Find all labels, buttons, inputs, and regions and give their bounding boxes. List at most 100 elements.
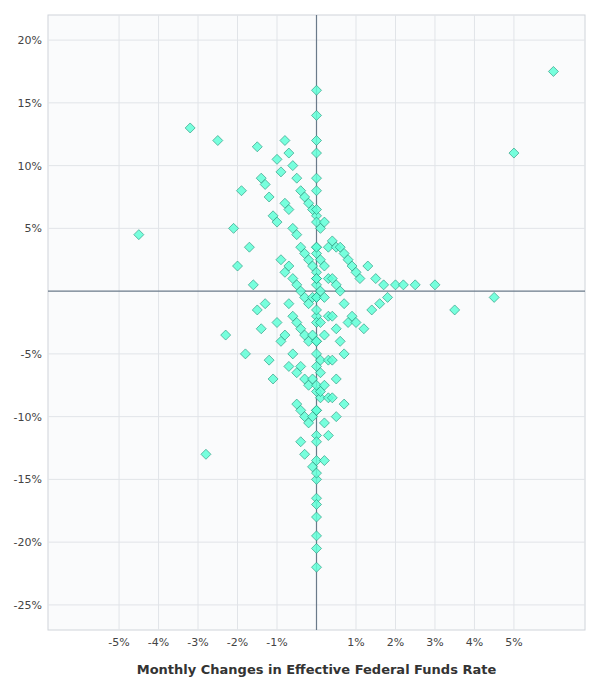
x-tick-label: -2% bbox=[227, 636, 248, 649]
scatter-point bbox=[185, 123, 195, 133]
scatter-point bbox=[276, 255, 286, 265]
scatter-point bbox=[312, 186, 322, 196]
scatter-point bbox=[284, 148, 294, 158]
scatter-point bbox=[229, 223, 239, 233]
scatter-point bbox=[319, 217, 329, 227]
scatter-point bbox=[256, 324, 266, 334]
y-tick-label: -5% bbox=[21, 348, 42, 361]
scatter-point bbox=[312, 205, 322, 215]
scatter-point bbox=[312, 336, 322, 346]
scatter-point bbox=[351, 318, 361, 328]
x-tick-label: -3% bbox=[187, 636, 208, 649]
scatter-point bbox=[312, 148, 322, 158]
scatter-point bbox=[312, 242, 322, 252]
scatter-point bbox=[248, 280, 258, 290]
scatter-point bbox=[383, 292, 393, 302]
chart-container: -5%-4%-3%-2%-1%1%2%3%4%5%-25%-20%-15%-10… bbox=[0, 0, 600, 688]
scatter-point bbox=[312, 336, 322, 346]
scatter-point bbox=[339, 299, 349, 309]
scatter-point bbox=[134, 230, 144, 240]
scatter-point bbox=[312, 512, 322, 522]
scatter-point bbox=[319, 380, 329, 390]
scatter-point bbox=[312, 543, 322, 553]
scatter-point bbox=[201, 449, 211, 459]
scatter-point bbox=[284, 261, 294, 271]
scatter-point bbox=[319, 456, 329, 466]
scatter-point bbox=[315, 368, 325, 378]
y-tick-label: -25% bbox=[14, 599, 42, 612]
scatter-point bbox=[319, 418, 329, 428]
scatter-point bbox=[272, 217, 282, 227]
scatter-point bbox=[264, 192, 274, 202]
scatter-point bbox=[327, 311, 337, 321]
scatter-point bbox=[335, 286, 345, 296]
scatter-point bbox=[312, 562, 322, 572]
scatter-point bbox=[233, 261, 243, 271]
scatter-point bbox=[339, 399, 349, 409]
scatter-point bbox=[363, 261, 373, 271]
scatter-point bbox=[236, 186, 246, 196]
scatter-point bbox=[312, 531, 322, 541]
x-tick-label: -4% bbox=[148, 636, 169, 649]
scatter-point bbox=[300, 449, 310, 459]
scatter-point bbox=[335, 336, 345, 346]
scatter-point bbox=[375, 299, 385, 309]
scatter-point bbox=[509, 148, 519, 158]
scatter-point bbox=[240, 349, 250, 359]
scatter-point bbox=[296, 437, 306, 447]
scatter-point bbox=[489, 292, 499, 302]
scatter-point bbox=[339, 349, 349, 359]
scatter-point bbox=[312, 437, 322, 447]
scatter-point bbox=[284, 361, 294, 371]
scatter-point bbox=[312, 405, 322, 415]
scatter-point bbox=[371, 274, 381, 284]
scatter-point bbox=[312, 468, 322, 478]
plot-frame bbox=[48, 15, 585, 630]
scatter-point bbox=[331, 324, 341, 334]
scatter-point bbox=[312, 242, 322, 252]
scatter-point bbox=[288, 349, 298, 359]
scatter-point bbox=[276, 167, 286, 177]
scatter-point bbox=[315, 318, 325, 328]
y-tick-label: -10% bbox=[14, 411, 42, 424]
tick-labels: -5%-4%-3%-2%-1%1%2%3%4%5%-25%-20%-15%-10… bbox=[14, 34, 523, 649]
scatter-point bbox=[264, 355, 274, 365]
chart: -5%-4%-3%-2%-1%1%2%3%4%5%-25%-20%-15%-10… bbox=[0, 0, 600, 688]
grid-line-x bbox=[434, 15, 435, 630]
scatter-point bbox=[327, 355, 337, 365]
scatter-point bbox=[260, 179, 270, 189]
grid-line-x bbox=[119, 15, 120, 630]
scatter-point bbox=[272, 318, 282, 328]
scatter-point bbox=[260, 299, 270, 309]
scatter-point bbox=[284, 205, 294, 215]
points bbox=[134, 66, 559, 572]
grid-line-x bbox=[395, 15, 396, 630]
scatter-point bbox=[312, 274, 322, 284]
scatter-point bbox=[268, 374, 278, 384]
scatter-point bbox=[319, 330, 329, 340]
grid bbox=[48, 15, 585, 630]
grid-line-x bbox=[158, 15, 159, 630]
scatter-point bbox=[292, 173, 302, 183]
y-tick-label: 20% bbox=[18, 34, 42, 47]
grid-line-x bbox=[513, 15, 514, 630]
scatter-point bbox=[323, 430, 333, 440]
x-tick-label: 1% bbox=[347, 636, 364, 649]
scatter-point bbox=[410, 280, 420, 290]
scatter-point bbox=[312, 110, 322, 120]
scatter-point bbox=[312, 136, 322, 146]
x-tick-label: 5% bbox=[505, 636, 522, 649]
scatter-point bbox=[280, 136, 290, 146]
y-tick-label: 10% bbox=[18, 160, 42, 173]
scatter-point bbox=[244, 242, 254, 252]
scatter-point bbox=[288, 161, 298, 171]
scatter-point bbox=[312, 85, 322, 95]
x-tick-label: 3% bbox=[426, 636, 443, 649]
scatter-point bbox=[252, 142, 262, 152]
scatter-point bbox=[296, 361, 306, 371]
scatter-point bbox=[430, 280, 440, 290]
scatter-point bbox=[284, 299, 294, 309]
scatter-point bbox=[292, 230, 302, 240]
grid-line-x bbox=[474, 15, 475, 630]
scatter-point bbox=[280, 330, 290, 340]
